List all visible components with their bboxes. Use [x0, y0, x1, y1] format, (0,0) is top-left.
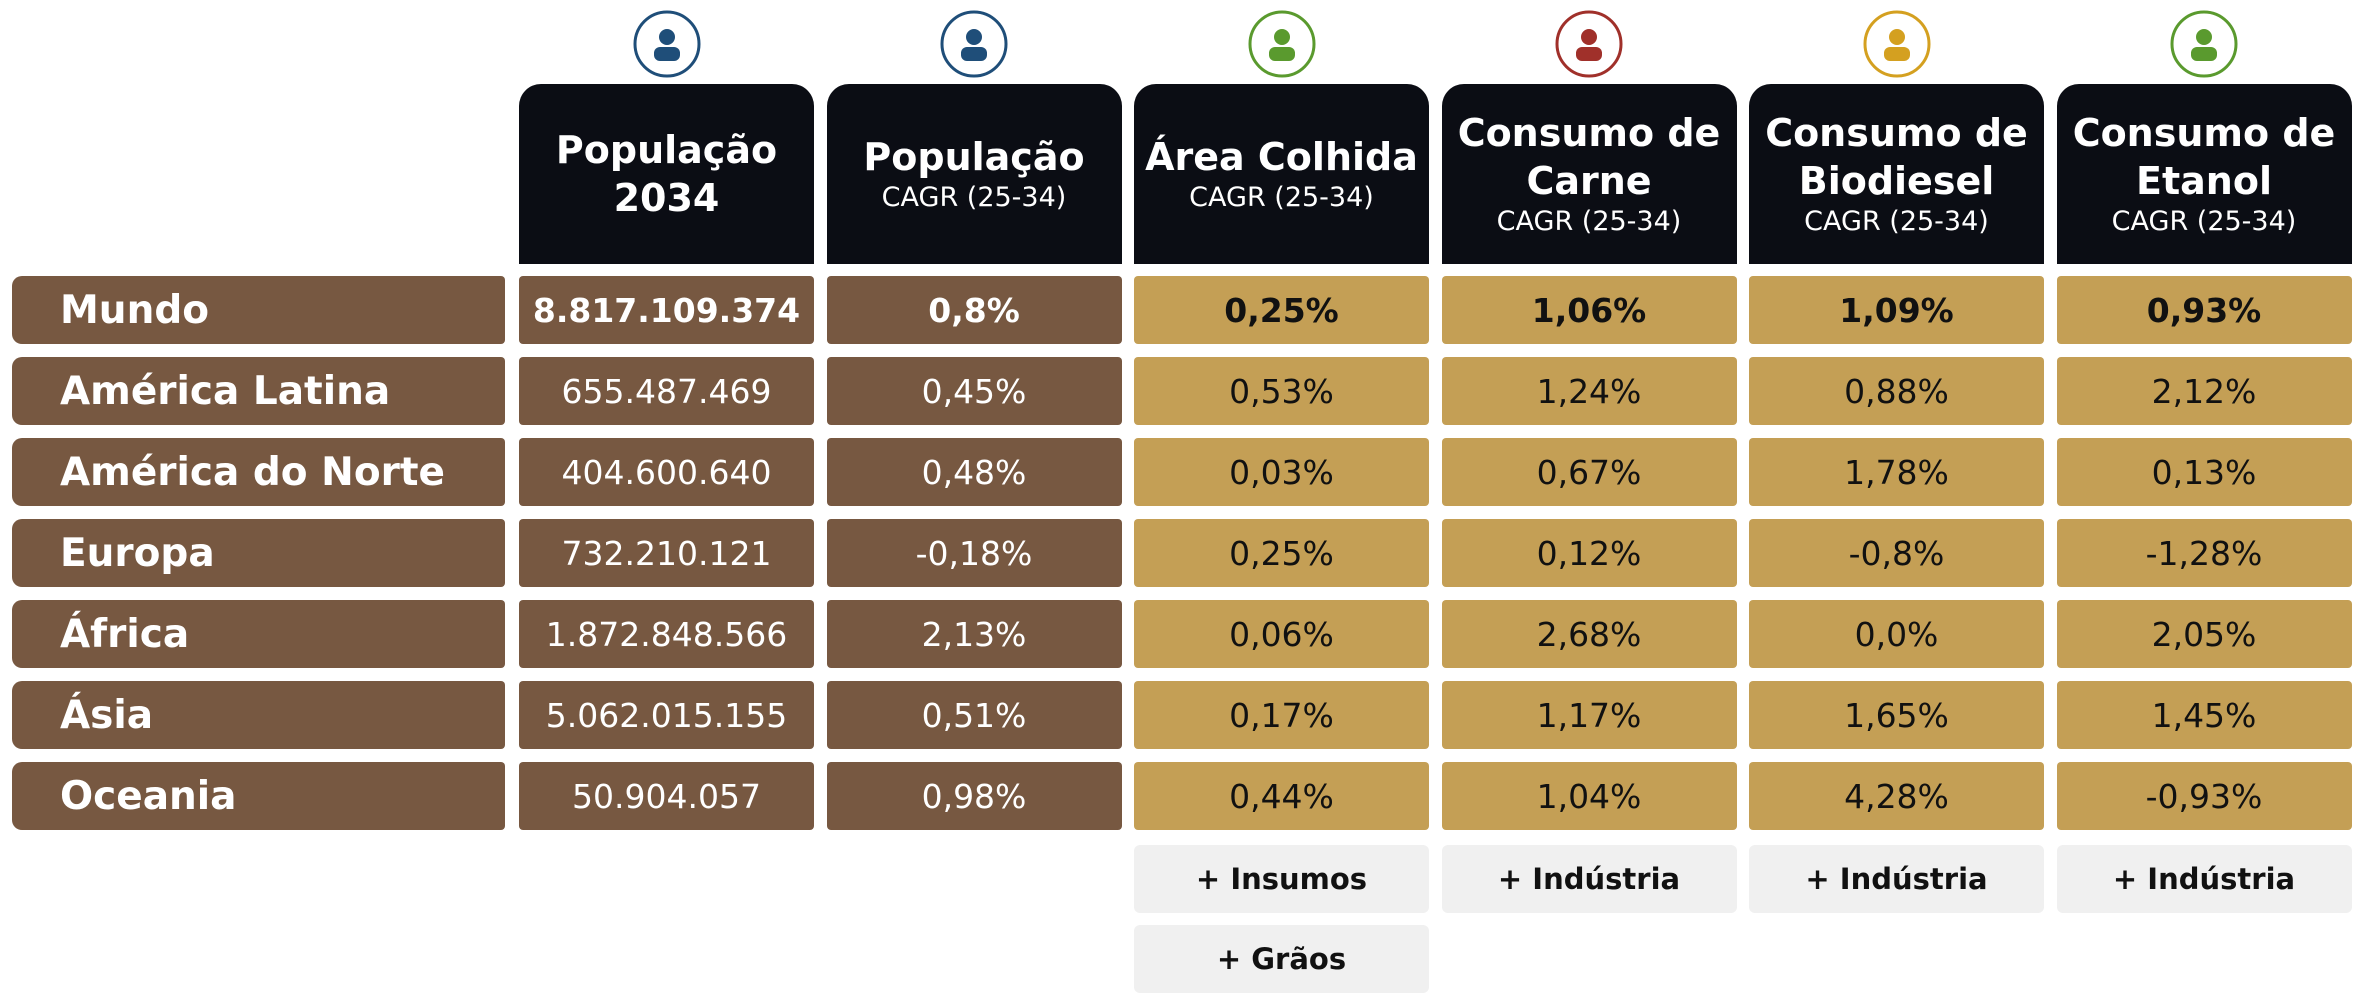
- link-button[interactable]: + Indústria: [1749, 845, 2044, 913]
- column-title: Consumo de Etanol: [2072, 111, 2336, 203]
- column-icon: [1863, 10, 1930, 78]
- value-cell: 0,48%: [826, 438, 1122, 506]
- value-cell: -1,28%: [2056, 519, 2352, 587]
- value-cell: 732.210.121: [519, 519, 814, 587]
- value-cell: 4,28%: [1749, 762, 2044, 830]
- value-cell: 0,03%: [1134, 438, 1429, 506]
- value-cell: 0,12%: [1441, 519, 1737, 587]
- value-cell: 0,53%: [1134, 357, 1429, 425]
- value-cell: 404.600.640: [519, 438, 814, 506]
- column-header: População CAGR (25-34): [826, 84, 1122, 264]
- column-icon: [1248, 10, 1315, 78]
- value-cell: -0,18%: [826, 519, 1122, 587]
- row-label: Europa: [12, 519, 505, 587]
- column-header: População 2034: [519, 84, 814, 264]
- value-cell: 0,44%: [1134, 762, 1429, 830]
- value-cell: 5.062.015.155: [519, 681, 814, 749]
- column-title: População 2034: [555, 128, 778, 220]
- value-cell: 0,13%: [2056, 438, 2352, 506]
- value-cell: 1,17%: [1441, 681, 1737, 749]
- row-label: África: [12, 600, 505, 668]
- value-cell: 8.817.109.374: [519, 276, 814, 344]
- link-button[interactable]: + Indústria: [1441, 845, 1737, 913]
- value-cell: 2,05%: [2056, 600, 2352, 668]
- row-label: Ásia: [12, 681, 505, 749]
- value-cell: 50.904.057: [519, 762, 814, 830]
- value-cell: 2,68%: [1441, 600, 1737, 668]
- value-cell: 2,13%: [826, 600, 1122, 668]
- value-cell: 0,8%: [826, 276, 1122, 344]
- value-cell: 1,06%: [1441, 276, 1737, 344]
- link-button[interactable]: + Insumos: [1134, 845, 1429, 913]
- column-subtitle: CAGR (25-34): [1496, 206, 1682, 237]
- column-icon: [2170, 10, 2238, 78]
- value-cell: -0,8%: [1749, 519, 2044, 587]
- column-header: Consumo de Biodiesel CAGR (25-34): [1749, 84, 2044, 264]
- link-button[interactable]: + Grãos: [1134, 925, 1429, 993]
- column-title: Consumo de Carne: [1457, 111, 1721, 203]
- column-subtitle: CAGR (25-34): [1804, 206, 1989, 237]
- value-cell: 1,65%: [1749, 681, 2044, 749]
- column-icon: [633, 10, 700, 78]
- row-label: Oceania: [12, 762, 505, 830]
- value-cell: 2,12%: [2056, 357, 2352, 425]
- value-cell: 655.487.469: [519, 357, 814, 425]
- value-cell: 0,67%: [1441, 438, 1737, 506]
- value-cell: 1.872.848.566: [519, 600, 814, 668]
- value-cell: 0,93%: [2056, 276, 2352, 344]
- column-title: Área Colhida: [1145, 135, 1418, 179]
- column-icon: [1555, 10, 1623, 78]
- column-subtitle: CAGR (25-34): [1189, 182, 1374, 213]
- row-label: América Latina: [12, 357, 505, 425]
- column-header: Área Colhida CAGR (25-34): [1134, 84, 1429, 264]
- column-title: População: [863, 135, 1085, 179]
- value-cell: 0,25%: [1134, 519, 1429, 587]
- column-header: Consumo de Etanol CAGR (25-34): [2056, 84, 2352, 264]
- value-cell: 0,45%: [826, 357, 1122, 425]
- value-cell: 0,98%: [826, 762, 1122, 830]
- value-cell: 0,88%: [1749, 357, 2044, 425]
- column-subtitle: CAGR (25-34): [2111, 206, 2297, 237]
- value-cell: 0,25%: [1134, 276, 1429, 344]
- value-cell: -0,93%: [2056, 762, 2352, 830]
- value-cell: 1,24%: [1441, 357, 1737, 425]
- link-button[interactable]: + Indústria: [2056, 845, 2352, 913]
- column-subtitle: CAGR (25-34): [881, 182, 1067, 213]
- value-cell: 0,51%: [826, 681, 1122, 749]
- value-cell: 1,78%: [1749, 438, 2044, 506]
- value-cell: 0,06%: [1134, 600, 1429, 668]
- column-header: Consumo de Carne CAGR (25-34): [1441, 84, 1737, 264]
- row-label: América do Norte: [12, 438, 505, 506]
- value-cell: 1,45%: [2056, 681, 2352, 749]
- column-title: Consumo de Biodiesel: [1765, 111, 2028, 203]
- value-cell: 0,0%: [1749, 600, 2044, 668]
- value-cell: 1,09%: [1749, 276, 2044, 344]
- column-icon: [940, 10, 1008, 78]
- value-cell: 1,04%: [1441, 762, 1737, 830]
- row-label: Mundo: [12, 276, 505, 344]
- value-cell: 0,17%: [1134, 681, 1429, 749]
